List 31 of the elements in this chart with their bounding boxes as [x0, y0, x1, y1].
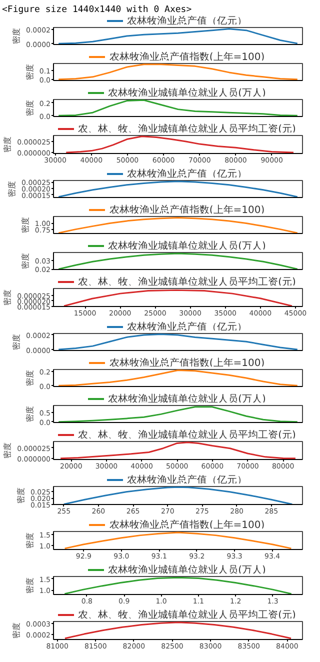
y-axis-title: 密度	[3, 136, 12, 152]
line-series	[58, 252, 298, 270]
text: <Figure size 1440x1440 with 0 Axes>	[2, 5, 192, 15]
y-axis-title: 密度	[25, 578, 34, 594]
line-series	[58, 180, 298, 198]
y-axis-title: 密度	[3, 442, 12, 458]
y-axis-title: 密度	[20, 253, 30, 269]
y-axis-title: 密度	[16, 488, 26, 504]
y-axis-title: 密度	[12, 622, 22, 638]
line-series	[64, 622, 292, 640]
y-axis-title: 密度	[25, 100, 34, 116]
y-axis-title: 密度	[12, 28, 22, 44]
y-axis-title: 密度	[25, 406, 34, 422]
y-axis-title: 密度	[3, 290, 12, 306]
y-axis-title: 密度	[20, 217, 30, 233]
y-axis-title: 密度	[25, 532, 34, 548]
line-series	[58, 406, 298, 422]
y-axis-title: 密度	[25, 370, 34, 386]
line-series	[58, 28, 298, 44]
line-series	[65, 136, 294, 154]
line-series	[63, 486, 293, 504]
line-series	[63, 289, 293, 306]
line-series	[58, 370, 298, 386]
line-series	[58, 217, 298, 234]
line-series	[58, 334, 298, 350]
y-axis-title: 密度	[12, 334, 22, 350]
y-axis-title: 密度	[8, 181, 17, 197]
line-series	[58, 100, 298, 116]
line-series	[64, 532, 292, 550]
line-series	[64, 576, 292, 594]
y-axis-title: 密度	[25, 64, 34, 80]
